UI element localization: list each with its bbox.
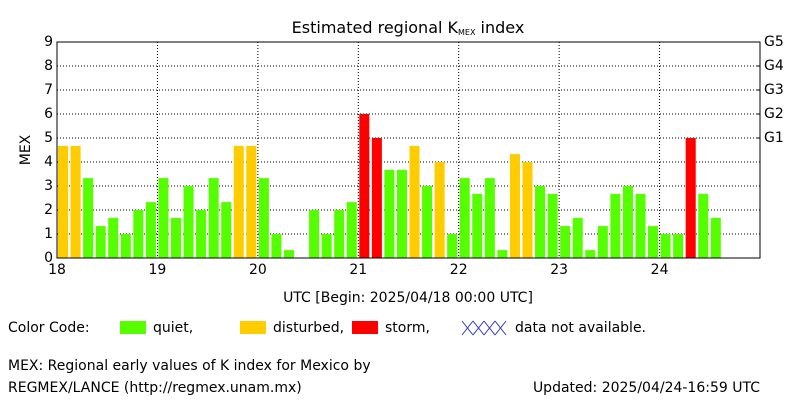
y-tick-label: 4 <box>44 154 53 170</box>
x-tick-label: 23 <box>550 262 568 278</box>
bar <box>183 186 194 258</box>
y-tick-label: 3 <box>44 178 53 194</box>
bar <box>597 226 608 258</box>
bar <box>359 114 370 258</box>
bar <box>321 234 332 258</box>
bar <box>484 178 495 258</box>
y2-tick-label: G3 <box>764 82 784 98</box>
missing-swatch <box>461 320 507 336</box>
y-tick-label: 7 <box>44 82 53 98</box>
y-tick-label: 9 <box>44 34 53 50</box>
footer-line: MEX: Regional early values of K index fo… <box>8 358 371 374</box>
bar <box>258 178 269 258</box>
bar <box>685 138 696 258</box>
bar <box>371 138 382 258</box>
x-tick-label: 21 <box>349 262 367 278</box>
bar <box>560 226 571 258</box>
bar <box>635 193 646 258</box>
legend-label: storm, <box>385 320 430 336</box>
bar <box>196 210 207 258</box>
x-tick-label: 19 <box>149 262 167 278</box>
bar <box>572 217 583 258</box>
bar <box>95 226 106 258</box>
y-tick-label: 2 <box>44 202 53 218</box>
bar <box>535 186 546 258</box>
bar <box>547 193 558 258</box>
bar <box>158 178 169 258</box>
bar <box>70 145 81 258</box>
title-main: Estimated regional K <box>292 18 459 37</box>
bar <box>509 154 520 258</box>
x-tick-label: 24 <box>651 262 669 278</box>
x-tick-label: 22 <box>450 262 468 278</box>
bar <box>58 145 69 258</box>
bar <box>233 145 244 258</box>
legend-missing: data not available. <box>515 320 646 336</box>
legend-swatch <box>120 321 146 334</box>
bar <box>610 193 621 258</box>
bar <box>522 162 533 258</box>
bar <box>120 234 131 258</box>
bar <box>145 202 156 258</box>
y-tick-label: 5 <box>44 130 53 146</box>
bar <box>710 217 721 258</box>
y2-tick-label: G2 <box>764 106 784 122</box>
bar <box>246 145 257 258</box>
bar <box>660 234 671 258</box>
chart-title: Estimated regional KMEX index <box>292 18 525 37</box>
plot-frame <box>56 41 761 259</box>
bar <box>648 226 659 258</box>
bar <box>283 250 295 258</box>
bar <box>334 210 345 258</box>
x-axis-label: UTC [Begin: 2025/04/18 00:00 UTC] <box>283 290 533 306</box>
bar <box>472 193 483 258</box>
title-subscript: MEX <box>458 28 476 37</box>
bar <box>208 178 219 258</box>
bar <box>346 202 357 258</box>
legend-swatch <box>240 321 266 334</box>
footer-line: REGMEX/LANCE (http://regmex.unam.mx) <box>8 380 302 396</box>
bar <box>396 169 407 258</box>
y2-tick-label: G5 <box>764 34 784 50</box>
y-axis-label: MEX <box>18 134 34 165</box>
y2-tick-label: G1 <box>764 130 784 146</box>
y-tick-label: 0 <box>44 250 53 266</box>
bar <box>221 202 232 258</box>
bar <box>384 169 395 258</box>
bar <box>409 145 420 258</box>
y-tick-label: 1 <box>44 226 53 242</box>
bar <box>271 234 282 258</box>
bar <box>434 162 445 258</box>
bar <box>108 217 119 258</box>
y2-tick-label: G4 <box>764 58 784 74</box>
bar <box>309 210 320 258</box>
bar <box>170 217 182 258</box>
bar <box>497 250 508 258</box>
x-tick-label: 20 <box>249 262 267 278</box>
bar <box>422 186 433 258</box>
updated: Updated: 2025/04/24-16:59 UTC <box>533 380 760 396</box>
legend-label: quiet, <box>153 320 193 336</box>
bar <box>83 178 94 258</box>
bar <box>447 234 458 258</box>
legend-label: disturbed, <box>273 320 344 336</box>
bar <box>673 234 684 258</box>
y-tick-label: 6 <box>44 106 53 122</box>
bar <box>459 178 470 258</box>
title-suffix: index <box>475 18 524 37</box>
bar <box>133 210 144 258</box>
y-tick-label: 8 <box>44 58 53 74</box>
bar <box>698 193 709 258</box>
x-tick-label: 18 <box>48 262 66 278</box>
legend-swatch <box>352 321 378 334</box>
bar <box>622 186 633 258</box>
bar <box>585 250 596 258</box>
legend-title: Color Code: <box>8 320 90 336</box>
